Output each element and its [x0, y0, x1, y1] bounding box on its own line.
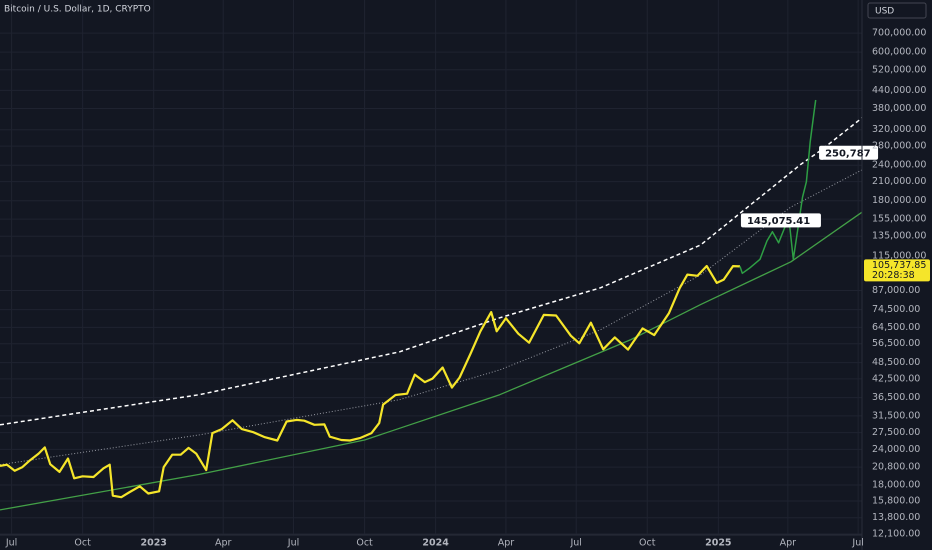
y-tick-label: 31,500.00 [872, 410, 920, 421]
x-tick-label: Apr [498, 538, 515, 549]
y-tick-label: 56,500.00 [872, 338, 920, 349]
y-tick-label: 600,000.00 [872, 47, 926, 58]
y-tick-label: 24,000.00 [872, 444, 920, 455]
plot-area: 250,787 145,075.41 [0, 99, 879, 511]
x-tick-label: 2023 [140, 538, 166, 549]
annotation-label: 145,075.41 [747, 216, 810, 227]
annotation: 145,075.41 [740, 213, 821, 228]
y-tick-label: 155,000.00 [872, 214, 926, 225]
y-tick-label: 20,800.00 [872, 462, 920, 473]
annotation: 250,787 [819, 145, 879, 160]
series-line [0, 211, 863, 511]
y-tick-label: 115,000.00 [872, 251, 926, 262]
series-line [0, 117, 863, 426]
y-tick-label: 380,000.00 [872, 103, 926, 114]
axes: 700,000.00 600,000.00 520,000.00 440,000.00… [5, 28, 930, 549]
currency[interactable]: USD [875, 7, 894, 17]
x-tick-label: Oct [356, 538, 373, 549]
annotation-label: 250,787 [825, 148, 871, 159]
y-tick-label: 18,000.00 [872, 479, 920, 490]
y-tick-label: 15,800.00 [872, 496, 920, 507]
y-tick-label: 42,500.00 [872, 373, 920, 384]
y-tick-label: 13,800.00 [872, 512, 920, 523]
x-tick-label: Jul [851, 538, 863, 549]
chart-title: Bitcoin / U.S. Dollar, 1D, CRYPTO [4, 5, 151, 15]
y-tick-label: 12,100.00 [872, 528, 920, 539]
x-tick-label: 2024 [422, 538, 449, 549]
y-tick-label: 180,000.00 [872, 195, 926, 206]
x-tick-label: Jul [569, 538, 581, 549]
y-tick-label: 440,000.00 [872, 85, 926, 96]
y-tick-label: 700,000.00 [872, 28, 926, 39]
y-tick-label: 320,000.00 [872, 124, 926, 135]
y-tick-label: 520,000.00 [872, 64, 926, 75]
annotation-box [740, 213, 821, 228]
x-tick-label: Jul [287, 538, 299, 549]
grid [0, 0, 862, 535]
y-tick-label: 87,000.00 [872, 285, 920, 296]
countdown-label: 20:28:38 [872, 270, 915, 281]
x-tick-label: Oct [639, 538, 656, 549]
y-tick-label: 27,500.00 [872, 427, 920, 438]
x-tick-label: Jul [5, 538, 17, 549]
annotation-box [819, 145, 879, 160]
x-tick-label: 2025 [705, 538, 731, 549]
x-tick-label: Apr [215, 538, 232, 549]
series-line [0, 264, 741, 499]
y-tick-label: 280,000.00 [872, 141, 926, 152]
x-tick-label: Oct [74, 538, 91, 549]
last-price-tag [864, 259, 930, 282]
x-tick-label: Apr [780, 538, 797, 549]
y-tick-label: 48,500.00 [872, 357, 920, 368]
y-tick-label: 135,000.00 [872, 231, 926, 242]
y-tick-label: 240,000.00 [872, 160, 926, 171]
y-tick-label: 210,000.00 [872, 176, 926, 187]
currency-box[interactable] [867, 2, 927, 19]
y-tick-label: 74,500.00 [872, 304, 920, 315]
y-tick-label: 64,500.00 [872, 322, 920, 333]
y-tick-label: 36,500.00 [872, 392, 920, 403]
last-price-label: 105,737.85 [872, 260, 926, 271]
